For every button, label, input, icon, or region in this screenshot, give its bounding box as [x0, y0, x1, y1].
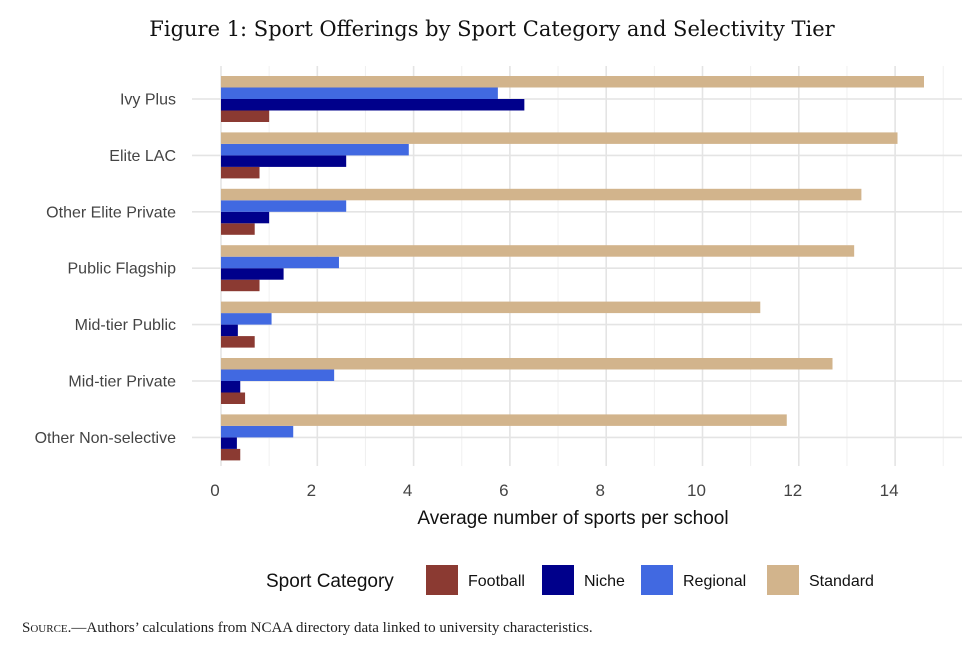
- bar-standard-mid-tier-private: [221, 358, 833, 370]
- bar-standard-mid-tier-public: [221, 301, 761, 314]
- bar-regional-other-elite-private: [221, 200, 347, 212]
- legend-key-standard: [767, 565, 799, 595]
- x-tick-label: 6: [499, 481, 508, 500]
- legend-label-football: Football: [468, 573, 525, 590]
- chart-title: Figure 1: Sport Offerings by Sport Categ…: [149, 17, 835, 41]
- x-tick-label: 0: [210, 481, 219, 500]
- bar-regional-elite-lac: [221, 143, 409, 156]
- x-tick-labels: 0 2 4 6 8 10 12 14: [210, 481, 898, 500]
- bar-niche-mid-tier-private: [221, 381, 241, 393]
- legend-label-niche: Niche: [584, 573, 625, 590]
- bar-niche-elite-lac: [221, 155, 347, 167]
- source-text: —Authors’ calculations from NCAA directo…: [71, 620, 593, 636]
- legend-key-football: [426, 565, 458, 595]
- bar-standard-other-elite-private: [221, 188, 862, 201]
- bar-football-ivy-plus: [221, 110, 270, 122]
- bar-standard-other-non-selective: [221, 414, 787, 426]
- bar-football-mid-tier-public: [221, 336, 255, 348]
- bar-football-other-elite-private: [221, 223, 255, 235]
- x-tick-label: 4: [403, 481, 412, 500]
- bar-regional-ivy-plus: [221, 87, 498, 99]
- bars: [221, 76, 924, 461]
- legend: Sport Category Football Niche Regional Stan…: [266, 565, 874, 595]
- x-tick-label: 8: [595, 481, 604, 500]
- bar-regional-mid-tier-public: [221, 313, 272, 325]
- bar-niche-other-elite-private: [221, 211, 270, 224]
- x-axis-title: Average number of sports per school: [417, 508, 728, 529]
- bar-niche-mid-tier-public: [221, 324, 238, 337]
- source-note: Source.—Authors’ calculations from NCAA …: [22, 620, 593, 637]
- category-label: Mid-tier Private: [68, 374, 176, 391]
- category-label: Ivy Plus: [120, 92, 176, 109]
- bar-football-mid-tier-private: [221, 392, 246, 404]
- source-label: Source.: [22, 620, 72, 636]
- x-tick-label: 10: [687, 481, 706, 500]
- bar-chart: Figure 1: Sport Offerings by Sport Categ…: [35, 17, 962, 595]
- x-tick-label: 14: [880, 481, 899, 500]
- x-tick-label: 2: [307, 481, 316, 500]
- category-label: Elite LAC: [109, 148, 176, 165]
- bar-niche-ivy-plus: [221, 99, 525, 111]
- x-tick-label: 12: [783, 481, 802, 500]
- bar-niche-public-flagship: [221, 268, 284, 280]
- category-label: Mid-tier Public: [75, 317, 176, 334]
- category-labels: Ivy Plus Elite LAC Other Elite Private Publ…: [35, 92, 176, 447]
- bar-football-other-non-selective: [221, 448, 241, 461]
- bar-regional-mid-tier-private: [221, 369, 335, 381]
- legend-key-regional: [641, 565, 673, 595]
- bar-regional-other-non-selective: [221, 425, 294, 438]
- bar-niche-other-non-selective: [221, 437, 237, 449]
- bar-standard-public-flagship: [221, 245, 855, 257]
- bar-football-elite-lac: [221, 166, 260, 179]
- legend-label-standard: Standard: [809, 573, 874, 590]
- category-label: Public Flagship: [68, 261, 177, 278]
- category-label: Other Elite Private: [46, 204, 176, 221]
- legend-key-niche: [542, 565, 574, 595]
- bar-standard-elite-lac: [221, 132, 898, 144]
- bar-standard-ivy-plus: [221, 76, 924, 88]
- legend-title: Sport Category: [266, 571, 394, 592]
- legend-label-regional: Regional: [683, 573, 746, 590]
- bar-football-public-flagship: [221, 279, 260, 292]
- category-label: Other Non-selective: [35, 430, 176, 447]
- bar-regional-public-flagship: [221, 256, 339, 269]
